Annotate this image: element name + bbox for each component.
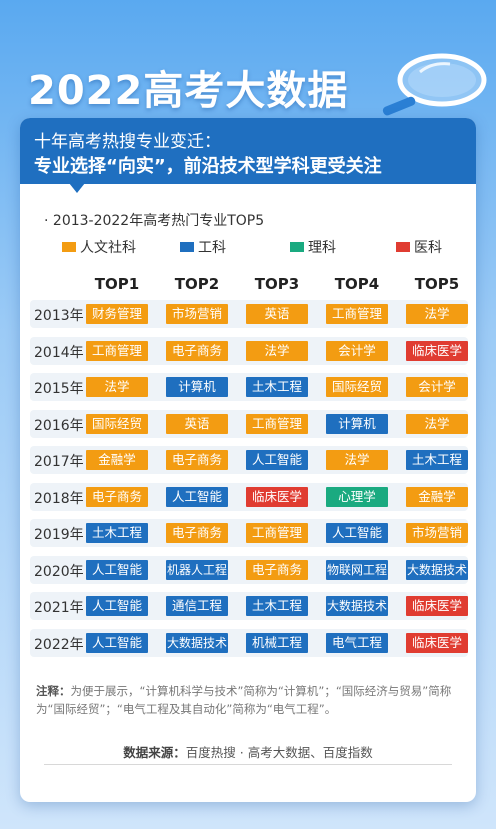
footnote-text: 为便于展示，“计算机科学与技术”简称为“计算机”；“国际经济与贸易”简称为“国际… — [36, 684, 452, 716]
footnote: 注释：为便于展示，“计算机科学与技术”简称为“计算机”；“国际经济与贸易”简称为… — [36, 682, 468, 718]
major-cell: 财务管理 — [86, 304, 148, 324]
major-cell: 土木工程 — [86, 523, 148, 543]
chart-subtitle: · 2013-2022年高考热门专业TOP5 — [44, 213, 265, 229]
major-cell: 人工智能 — [86, 559, 148, 580]
major-cell: 临床医学 — [406, 596, 468, 616]
major-cell: 土木工程 — [406, 450, 468, 470]
legend-label: 人文社科 — [80, 240, 136, 256]
major-cell: 工商管理 — [326, 304, 388, 324]
banner-line-2: 专业选择“向实”，前沿技术型学科更受关注 — [34, 156, 382, 177]
magnifier-icon — [382, 53, 487, 116]
major-cell: 市场营销 — [166, 304, 228, 324]
major-cell: 电子商务 — [166, 450, 228, 470]
major-cell: 临床医学 — [246, 486, 308, 507]
major-cell: 大数据技术 — [166, 632, 228, 653]
row-year: 2019年 — [34, 527, 84, 543]
data-source-text: 百度热搜 · 高考大数据、百度指数 — [185, 745, 373, 760]
column-header-top3: TOP3 — [254, 275, 300, 293]
major-cell: 土木工程 — [246, 377, 308, 397]
banner-line-1: 十年高考热搜专业变迁： — [34, 132, 221, 152]
column-header-top5: TOP5 — [414, 275, 460, 293]
major-cell: 电气工程 — [326, 632, 388, 653]
major-cell: 法学 — [86, 377, 148, 397]
major-cell: 机器人工程 — [166, 559, 228, 580]
chart-subtitle-text: 2013-2022年高考热门专业TOP5 — [52, 213, 265, 229]
divider — [44, 764, 452, 765]
page-title: 2022高考大数据 — [28, 68, 349, 114]
major-cell: 电子商务 — [166, 523, 228, 543]
major-cell: 英语 — [166, 413, 228, 434]
major-cell: 大数据技术 — [326, 596, 388, 616]
major-cell: 法学 — [406, 304, 468, 324]
major-cell: 法学 — [246, 340, 308, 361]
major-cell: 计算机 — [166, 377, 228, 397]
major-cell: 人工智能 — [86, 632, 148, 653]
row-year: 2016年 — [34, 417, 84, 434]
row-year: 2013年 — [34, 308, 84, 324]
row-year: 2018年 — [34, 490, 84, 507]
row-year: 2020年 — [34, 563, 84, 580]
major-cell: 临床医学 — [406, 340, 468, 361]
major-cell: 市场营销 — [406, 523, 468, 543]
legend-item-humanities: 人文社科 — [62, 237, 136, 257]
footnote-label: 注释： — [36, 684, 71, 698]
data-source: 数据来源：百度热搜 · 高考大数据、百度指数 — [0, 742, 496, 761]
major-cell: 物联网工程 — [326, 559, 388, 580]
legend-item-science: 理科 — [290, 237, 336, 257]
major-cell: 人工智能 — [166, 486, 228, 507]
data-source-label: 数据来源： — [123, 745, 186, 760]
major-cell: 国际经贸 — [326, 377, 388, 397]
row-year: 2022年 — [34, 636, 84, 653]
legend-swatch — [290, 242, 304, 252]
legend-label: 理科 — [308, 240, 336, 256]
major-cell: 金融学 — [86, 450, 148, 470]
row-year: 2014年 — [34, 344, 84, 361]
legend-swatch — [180, 242, 194, 252]
major-cell: 工商管理 — [246, 413, 308, 434]
legend-swatch — [396, 242, 410, 252]
column-header-top4: TOP4 — [334, 275, 380, 293]
major-cell: 心理学 — [326, 486, 388, 507]
banner-pointer — [69, 183, 85, 193]
major-cell: 电子商务 — [166, 340, 228, 361]
major-cell: 法学 — [326, 450, 388, 470]
major-cell: 临床医学 — [406, 632, 468, 653]
major-cell: 人工智能 — [326, 523, 388, 543]
major-cell: 通信工程 — [166, 596, 228, 616]
major-cell: 会计学 — [326, 340, 388, 361]
row-year: 2015年 — [34, 381, 84, 397]
column-header-top2: TOP2 — [174, 275, 220, 293]
major-cell: 大数据技术 — [406, 559, 468, 580]
major-cell: 工商管理 — [86, 340, 148, 361]
major-cell: 英语 — [246, 304, 308, 324]
legend-swatch — [62, 242, 76, 252]
major-cell: 金融学 — [406, 486, 468, 507]
major-cell: 工商管理 — [246, 523, 308, 543]
major-cell: 会计学 — [406, 377, 468, 397]
legend-label: 医科 — [414, 240, 442, 256]
row-year: 2017年 — [34, 454, 84, 470]
legend-item-medicine: 医科 — [396, 237, 442, 257]
column-header-top1: TOP1 — [94, 275, 140, 293]
major-cell: 国际经贸 — [86, 413, 148, 434]
legend-label: 工科 — [198, 240, 226, 256]
major-cell: 计算机 — [326, 413, 388, 434]
major-cell: 法学 — [406, 413, 468, 434]
banner: 十年高考热搜专业变迁： 专业选择“向实”，前沿技术型学科更受关注 — [20, 118, 476, 184]
major-cell: 土木工程 — [246, 596, 308, 616]
major-cell: 人工智能 — [246, 450, 308, 470]
major-cell: 电子商务 — [86, 486, 148, 507]
major-cell: 机械工程 — [246, 632, 308, 653]
legend: 人文社科 工科 理科 医科 — [50, 232, 450, 258]
row-year: 2021年 — [34, 600, 84, 616]
legend-item-engineering: 工科 — [180, 237, 226, 257]
major-cell: 电子商务 — [246, 559, 308, 580]
major-cell: 人工智能 — [86, 596, 148, 616]
